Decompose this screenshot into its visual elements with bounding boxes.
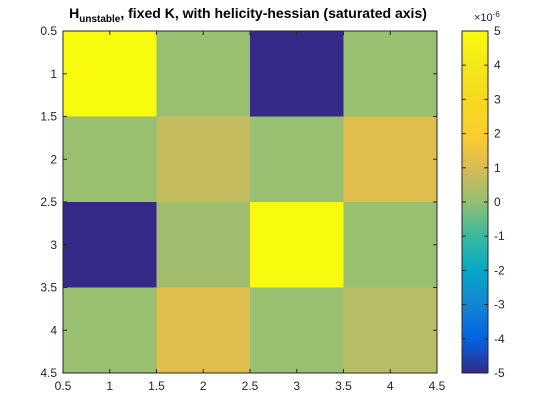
- colorbar-tick-label: 5: [494, 24, 501, 38]
- heatmap-cell-r1-c1: [63, 31, 157, 117]
- colorbar-tick-label: 0: [494, 195, 501, 209]
- colorbar: [462, 31, 488, 373]
- heatmap-cell-r4-c1: [63, 287, 157, 373]
- heatmap-cell-r2-c3: [250, 116, 344, 202]
- title-main: H: [69, 5, 79, 21]
- heatmap-cells: [63, 31, 437, 373]
- heatmap-cell-r1-c4: [343, 31, 437, 117]
- y-tick-label: 2: [50, 152, 57, 166]
- colorbar-tick-label: -2: [494, 263, 505, 277]
- y-tick-label: 4: [50, 323, 57, 337]
- heatmap-cell-r3-c1: [63, 202, 157, 288]
- colorbar-exponent: ×10-6: [474, 10, 500, 24]
- x-tick-label: 0.5: [55, 379, 72, 393]
- x-tick-label: 3.5: [335, 379, 352, 393]
- colorbar-tick-label: -1: [494, 229, 505, 243]
- heatmap-cell-r3-c3: [250, 202, 344, 288]
- heatmap-cell-r3-c4: [343, 202, 437, 288]
- title-subscript: unstable: [79, 14, 121, 25]
- colorbar-tick-label: 1: [494, 161, 501, 175]
- colorbar-tick-label: 3: [494, 92, 501, 106]
- x-tick-label: 2.5: [242, 379, 259, 393]
- y-tick-label: 4.5: [40, 366, 57, 380]
- x-tick-label: 1: [106, 379, 113, 393]
- heatmap-cell-r1-c2: [156, 31, 250, 117]
- chart-title: Hunstable, fixed K, with helicity-hessia…: [69, 5, 427, 25]
- x-tick-label: 2: [200, 379, 207, 393]
- colorbar-tick-label: -4: [494, 332, 505, 346]
- x-tick-label: 3: [293, 379, 300, 393]
- heatmap-cell-r3-c2: [156, 202, 250, 288]
- x-tick-label: 1.5: [148, 379, 165, 393]
- y-axis: 0.5 1 1.5 2 2.5 3 3.5 4 4.5: [40, 24, 437, 380]
- y-tick-label: 0.5: [40, 24, 57, 38]
- x-tick-label: 4.5: [429, 379, 446, 393]
- y-tick-label: 3: [50, 238, 57, 252]
- colorbar-ticks: 5 4 3 2 1 0 -1 -2 -3 -4 -5: [462, 24, 505, 380]
- heatmap-cell-r2-c2: [156, 116, 250, 202]
- y-tick-label: 1.5: [40, 110, 57, 124]
- colorbar-tick-label: 4: [494, 58, 501, 72]
- heatmap-cell-r4-c4: [343, 287, 437, 373]
- y-tick-label: 1: [50, 67, 57, 81]
- colorbar-tick-label: 2: [494, 127, 501, 141]
- heatmap-cell-r4-c3: [250, 287, 344, 373]
- y-tick-label: 3.5: [40, 281, 57, 295]
- colorbar-tick-label: -3: [494, 298, 505, 312]
- y-tick-label: 2.5: [40, 195, 57, 209]
- heatmap-cell-r1-c3: [250, 31, 344, 117]
- heatmap-cell-r4-c2: [156, 287, 250, 373]
- x-tick-label: 4: [387, 379, 394, 393]
- heatmap-cell-r2-c1: [63, 116, 157, 202]
- colorbar-exponent-power: -6: [493, 10, 501, 19]
- colorbar-tick-label: -5: [494, 366, 505, 380]
- title-rest: , fixed K, with helicity-hessian (satura…: [120, 5, 427, 21]
- heatmap-cell-r2-c4: [343, 116, 437, 202]
- colorbar-exponent-base: ×10: [474, 12, 493, 24]
- x-axis: 0.5 1 1.5 2 2.5 3 3.5 4 4.5: [55, 31, 446, 393]
